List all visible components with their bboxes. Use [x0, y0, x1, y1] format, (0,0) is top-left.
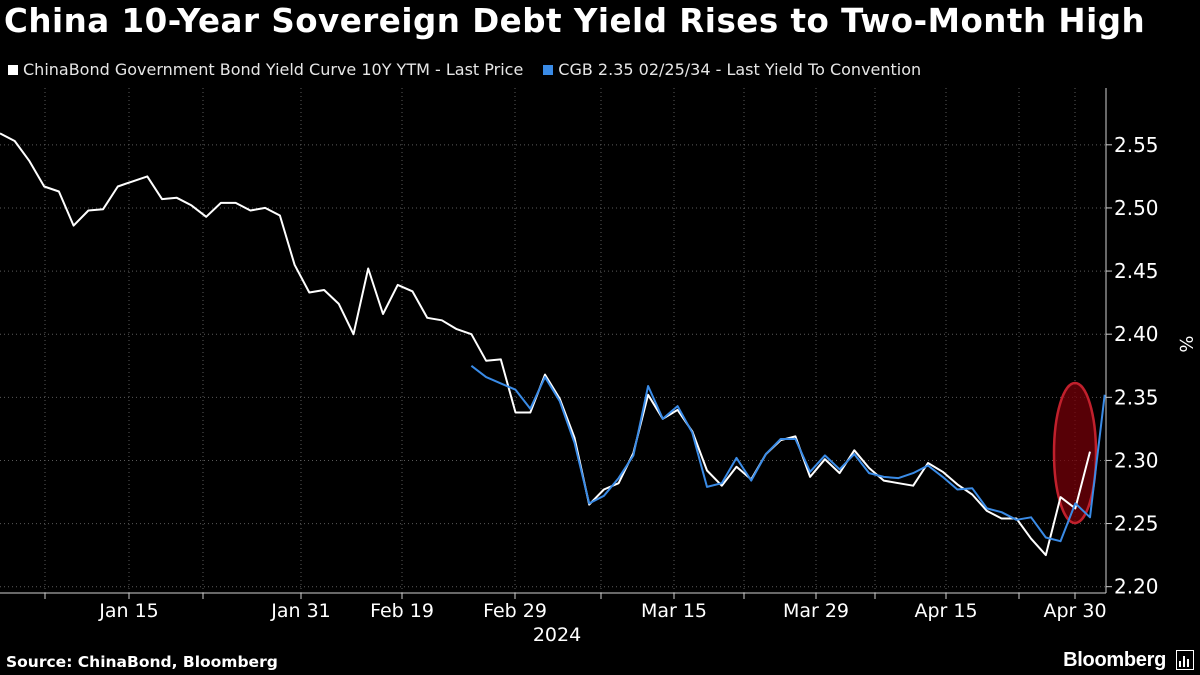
x-tick-label: Mar 29: [783, 600, 849, 622]
y-tick-label: 2.30: [1114, 448, 1159, 472]
x-tick-label: Jan 31: [270, 600, 331, 622]
x-year-label: 2024: [533, 624, 581, 646]
legend-label-cgb: CGB 2.35 02/25/34 - Last Yield To Conven…: [558, 60, 922, 79]
y-tick-label: 2.40: [1114, 322, 1159, 346]
x-tick-label: Feb 29: [483, 600, 547, 622]
axis-labels: 2.20 2.25 2.30 2.35 2.40 2.45 2.50 2.55% Jan 15 J…: [98, 133, 1196, 646]
x-tick-label: Mar 15: [641, 600, 707, 622]
legend-swatch-white: [8, 64, 18, 75]
legend-item-cgb: CGB 2.35 02/25/34 - Last Yield To Conven…: [543, 60, 921, 79]
source-note: Source: ChinaBond, Bloomberg: [6, 653, 278, 671]
series-lines: [0, 132, 1106, 557]
y-tick-label: 2.55: [1114, 133, 1159, 157]
bloomberg-logo: Bloomberg: [1063, 649, 1166, 671]
legend-item-chinabond: ChinaBond Government Bond Yield Curve 10…: [8, 60, 523, 79]
legend: ChinaBond Government Bond Yield Curve 10…: [8, 60, 941, 79]
y-tick-label: 2.25: [1114, 512, 1159, 536]
series-line-chinabond: [0, 132, 1091, 557]
grid: [0, 88, 1106, 593]
highlight-ellipse: [1052, 381, 1098, 525]
bloomberg-chart-icon: [1176, 650, 1194, 670]
chart-title: China 10-Year Sovereign Debt Yield Rises…: [4, 2, 1146, 40]
y-axis-unit-label: %: [1175, 335, 1196, 352]
legend-swatch-blue: [543, 64, 554, 75]
y-tick-label: 2.35: [1114, 385, 1159, 409]
axes: [0, 88, 1112, 599]
x-tick-label: Jan 15: [98, 600, 159, 622]
x-tick-label: Apr 30: [1043, 600, 1106, 622]
series-line-cgb: [470, 365, 1106, 543]
y-tick-label: 2.20: [1114, 575, 1159, 599]
legend-label-chinabond: ChinaBond Government Bond Yield Curve 10…: [23, 60, 524, 79]
x-tick-label: Feb 19: [370, 600, 434, 622]
x-tick-label: Apr 15: [914, 600, 977, 622]
y-tick-label: 2.50: [1114, 196, 1159, 220]
y-tick-label: 2.45: [1114, 259, 1159, 283]
